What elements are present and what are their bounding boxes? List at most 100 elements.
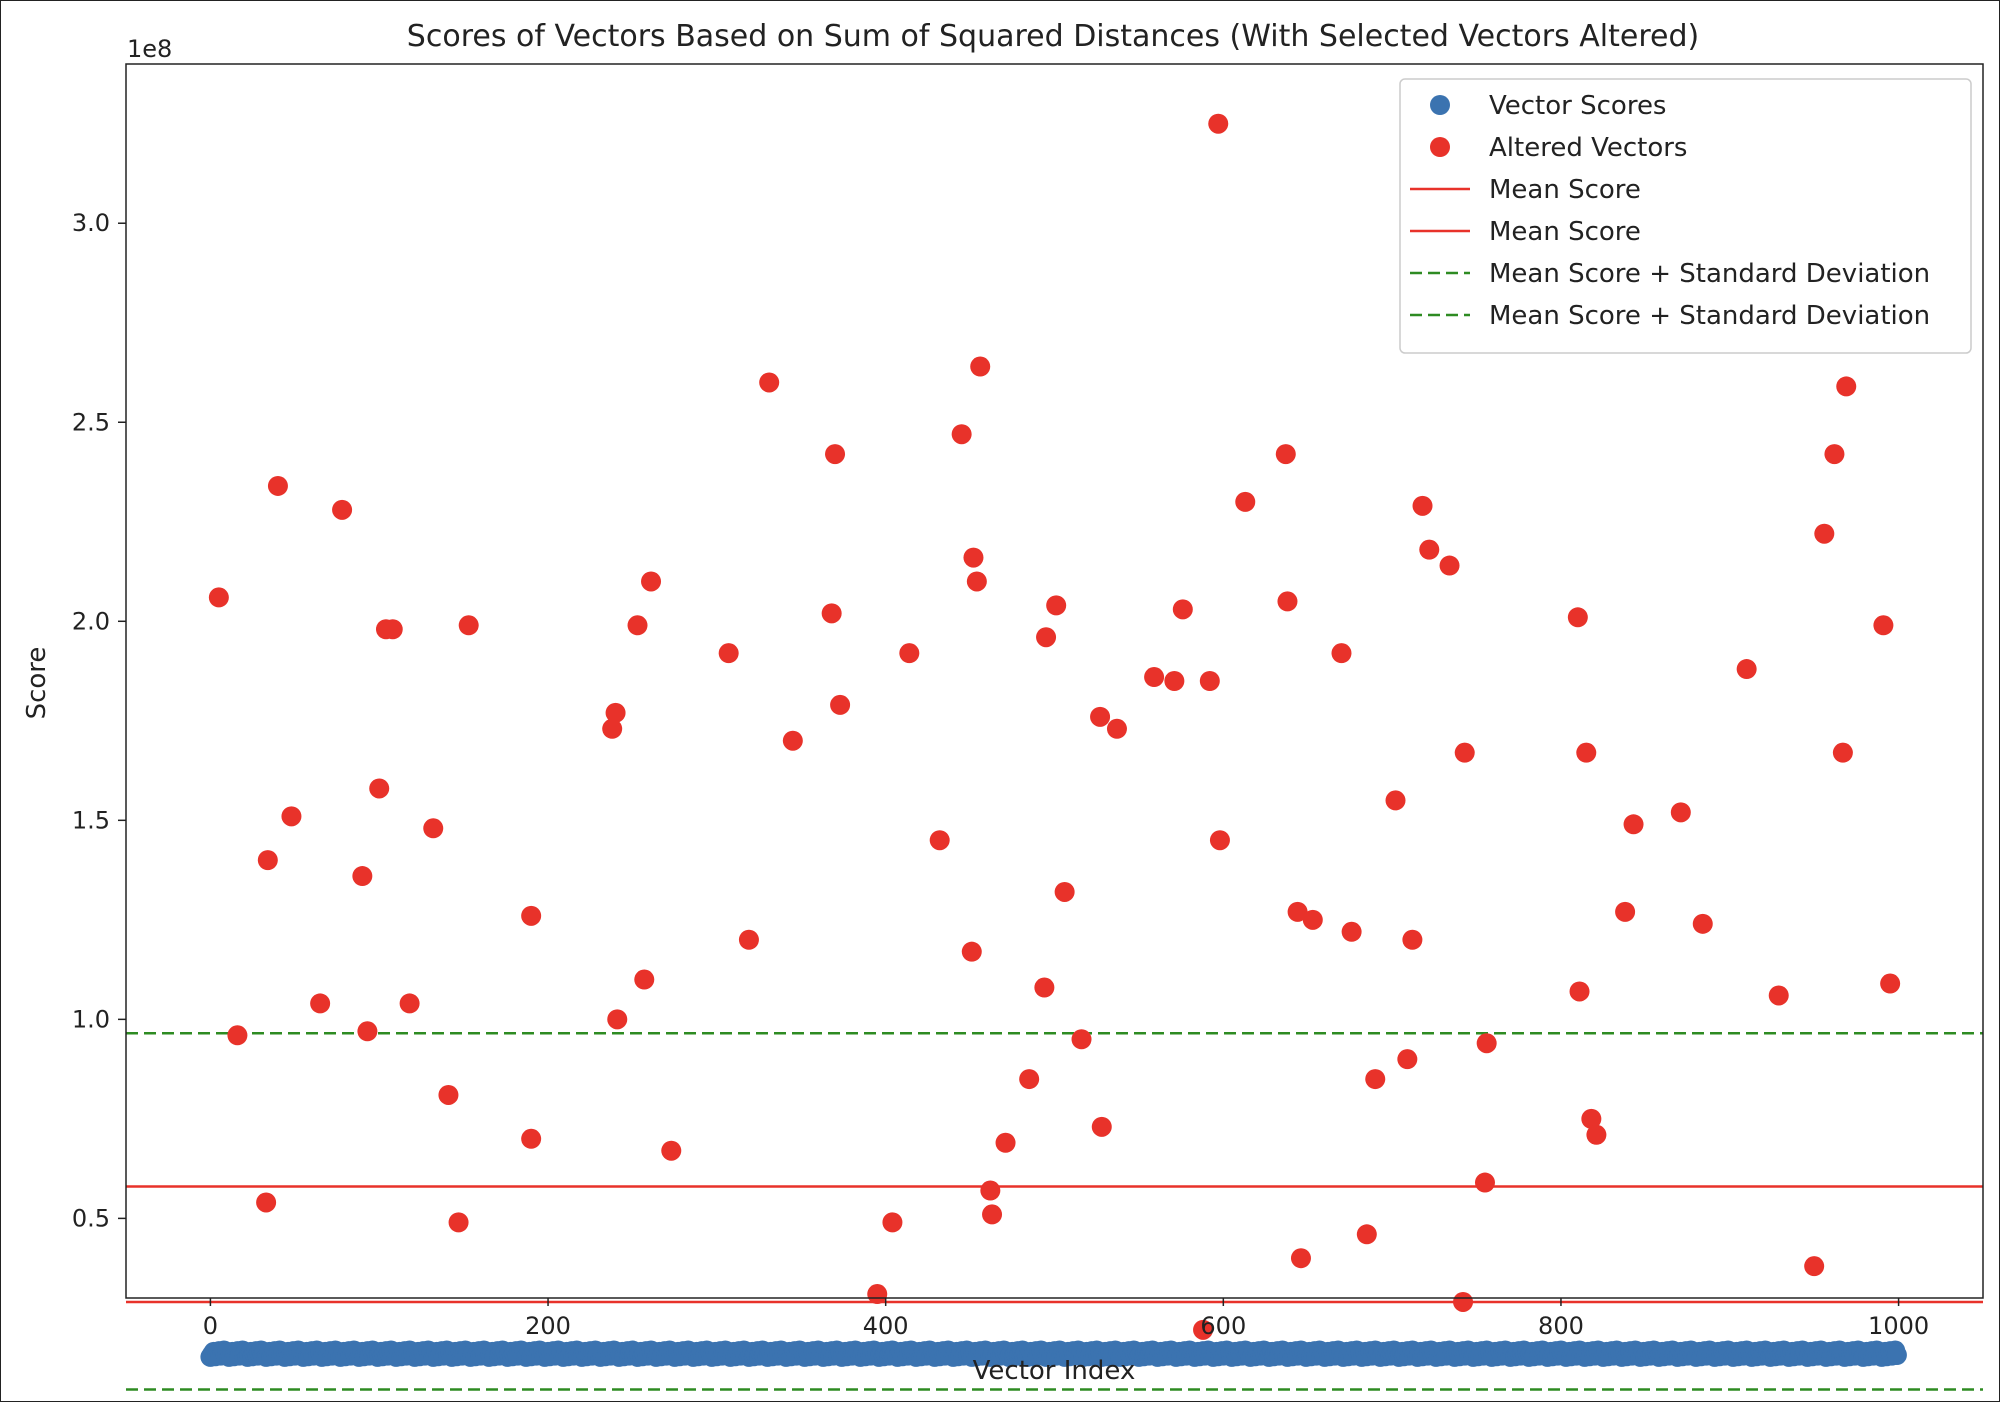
altered-vector-point [1144, 667, 1165, 688]
y-tick-label: 1.5 [72, 806, 110, 834]
altered-vector-point [399, 993, 420, 1014]
legend-marker [1430, 137, 1450, 157]
altered-vector-point [1397, 1049, 1418, 1070]
altered-vector-point [759, 372, 780, 393]
altered-vector-point [641, 571, 662, 592]
legend-box [1399, 78, 1972, 354]
altered-vector-point [966, 571, 987, 592]
altered-vector-point [1670, 802, 1691, 823]
altered-vector-point [718, 643, 739, 664]
legend-label: Altered Vectors [1489, 133, 1687, 163]
altered-vector-point [1476, 1033, 1497, 1054]
altered-vector-point [332, 499, 353, 520]
altered-vector-point [1302, 909, 1323, 930]
altered-vector-point [1454, 742, 1475, 763]
altered-vector-point [1474, 1172, 1495, 1193]
altered-vector-point [1402, 929, 1423, 950]
altered-vector-point [970, 356, 991, 377]
legend-label: Mean Score + Standard Deviation [1489, 301, 1930, 331]
altered-vector-point [738, 929, 759, 950]
altered-vector-point [1164, 671, 1185, 691]
x-tick-label: 1000 [1868, 1312, 1929, 1340]
altered-vector-point [1385, 790, 1406, 811]
altered-vector-point [1275, 444, 1296, 465]
altered-vector-point [1235, 491, 1256, 512]
altered-vector-point [980, 1180, 1001, 1201]
altered-vector-point [1824, 444, 1845, 465]
altered-vector-point [1071, 1029, 1092, 1050]
altered-vector-point [1331, 643, 1352, 664]
y-tick-label: 0.5 [72, 1204, 110, 1232]
x-tick-label: 0 [203, 1312, 218, 1340]
legend-label: Vector Scores [1489, 91, 1666, 121]
altered-vector-point [423, 818, 444, 839]
altered-vector-point [1209, 830, 1230, 851]
chart-title: Scores of Vectors Based on Sum of Square… [407, 19, 1699, 54]
altered-vector-point [1873, 615, 1894, 636]
legend-label: Mean Score + Standard Deviation [1489, 259, 1930, 289]
y-tick-label: 3.0 [72, 209, 110, 237]
altered-vector-point [899, 643, 920, 664]
altered-vector-point [1692, 913, 1713, 934]
altered-vector-point [821, 603, 842, 624]
x-axis-label: Vector Index [973, 1356, 1136, 1386]
altered-vector-point [1419, 539, 1440, 560]
altered-vector-point [1569, 981, 1590, 1002]
altered-vector-point [256, 1192, 277, 1213]
altered-vector-point [1836, 376, 1857, 397]
altered-vector-point [1287, 901, 1308, 922]
altered-vector-point [357, 1021, 378, 1042]
y-offset-label: 1e8 [127, 35, 172, 63]
x-tick-label: 800 [1538, 1312, 1584, 1340]
altered-vector-point [995, 1132, 1016, 1153]
y-tick-label: 1.0 [72, 1005, 110, 1033]
altered-vector-point [1814, 523, 1835, 544]
altered-vector-point [1193, 1319, 1214, 1340]
altered-vector-point [208, 587, 229, 608]
x-tick-label: 600 [1200, 1312, 1246, 1340]
y-tick-label: 2.0 [72, 607, 110, 635]
altered-vector-point [1586, 1124, 1607, 1145]
altered-vector-point [310, 993, 331, 1014]
altered-vector-point [1172, 599, 1193, 620]
altered-vector-point [1736, 659, 1757, 680]
altered-vector-point [1804, 1256, 1825, 1277]
altered-vector-point [951, 424, 972, 445]
x-tick-label: 200 [525, 1312, 571, 1340]
altered-vector-point [352, 866, 373, 887]
altered-vector-point [602, 718, 623, 739]
altered-vector-point [281, 806, 302, 827]
altered-vector-point [1768, 985, 1789, 1006]
y-axis-label: Score [22, 647, 52, 720]
altered-vector-point [929, 830, 950, 851]
altered-vector-point [1365, 1069, 1386, 1090]
altered-vector-point [1290, 1248, 1311, 1269]
altered-vector-point [1019, 1069, 1040, 1090]
altered-vector-point [1199, 671, 1220, 691]
altered-vector-point [1623, 814, 1644, 835]
altered-vector-point [1880, 973, 1901, 994]
altered-vector-point [1091, 1116, 1112, 1137]
altered-vector-point [634, 969, 655, 990]
altered-vector-point [267, 475, 288, 496]
altered-vector-point [627, 615, 648, 636]
altered-vector-point [257, 850, 278, 871]
altered-vector-point [1581, 1108, 1602, 1129]
altered-vector-point [605, 702, 626, 723]
altered-vector-point [458, 615, 479, 636]
altered-vector-point [1046, 595, 1067, 616]
altered-vector-point [1106, 718, 1127, 739]
altered-vector-point [1576, 742, 1597, 763]
altered-vector-point [1036, 627, 1057, 648]
altered-vector-point [830, 694, 851, 715]
altered-vector-point [882, 1212, 903, 1233]
altered-vector-point [1341, 921, 1362, 942]
altered-vector-point [438, 1084, 459, 1105]
altered-vector-point [1412, 495, 1433, 516]
altered-vector-point [607, 1009, 628, 1030]
y-tick-label: 2.5 [72, 408, 110, 436]
legend-label: Mean Score [1489, 217, 1641, 247]
altered-vector-point [1208, 113, 1229, 134]
altered-vector-point [1034, 977, 1055, 998]
altered-vector-point [982, 1204, 1003, 1225]
